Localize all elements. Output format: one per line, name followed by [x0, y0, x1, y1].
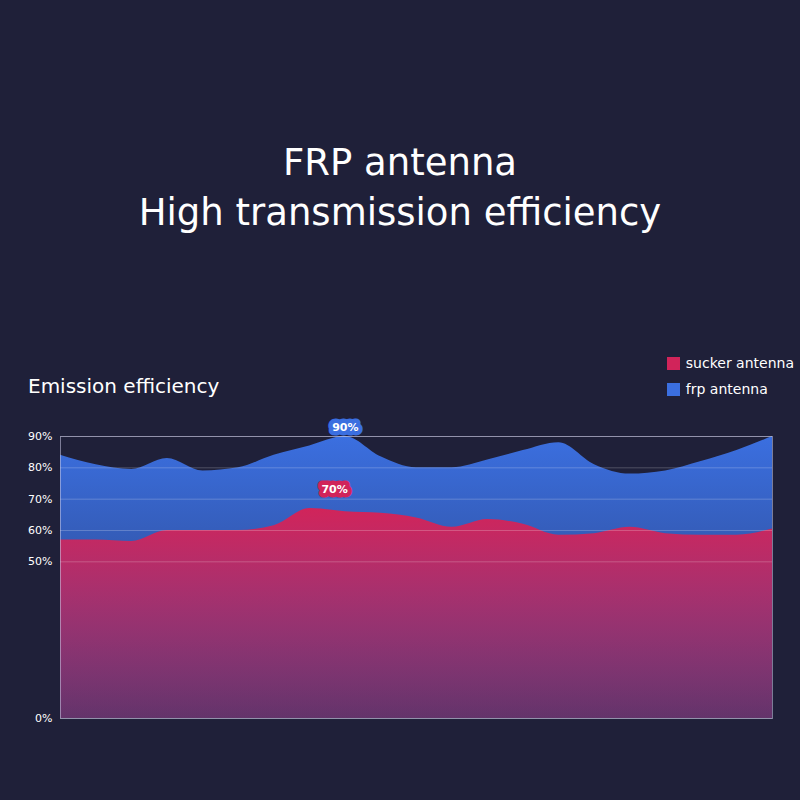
html-text:Emission efficiency: Emission efficiency	[28, 374, 220, 398]
svg-text:50%: 50%	[28, 555, 52, 568]
svg-text:70%: 70%	[321, 483, 347, 496]
svg-text:70%: 70%	[28, 493, 52, 506]
html-text:frp antenna: frp antenna	[685, 381, 768, 397]
html-text:FRP antenna: FRP antenna	[283, 141, 517, 184]
svg-text:80%: 80%	[28, 461, 52, 474]
svg-text:90%: 90%	[28, 430, 52, 443]
svg-text:60%: 60%	[28, 524, 52, 537]
svg-text:90%: 90%	[332, 421, 358, 434]
html-text:sucker antenna: sucker antenna	[685, 355, 794, 371]
html-text:High transmission efficiency: High transmission efficiency	[138, 191, 662, 234]
svg-text:0%: 0%	[35, 712, 52, 725]
